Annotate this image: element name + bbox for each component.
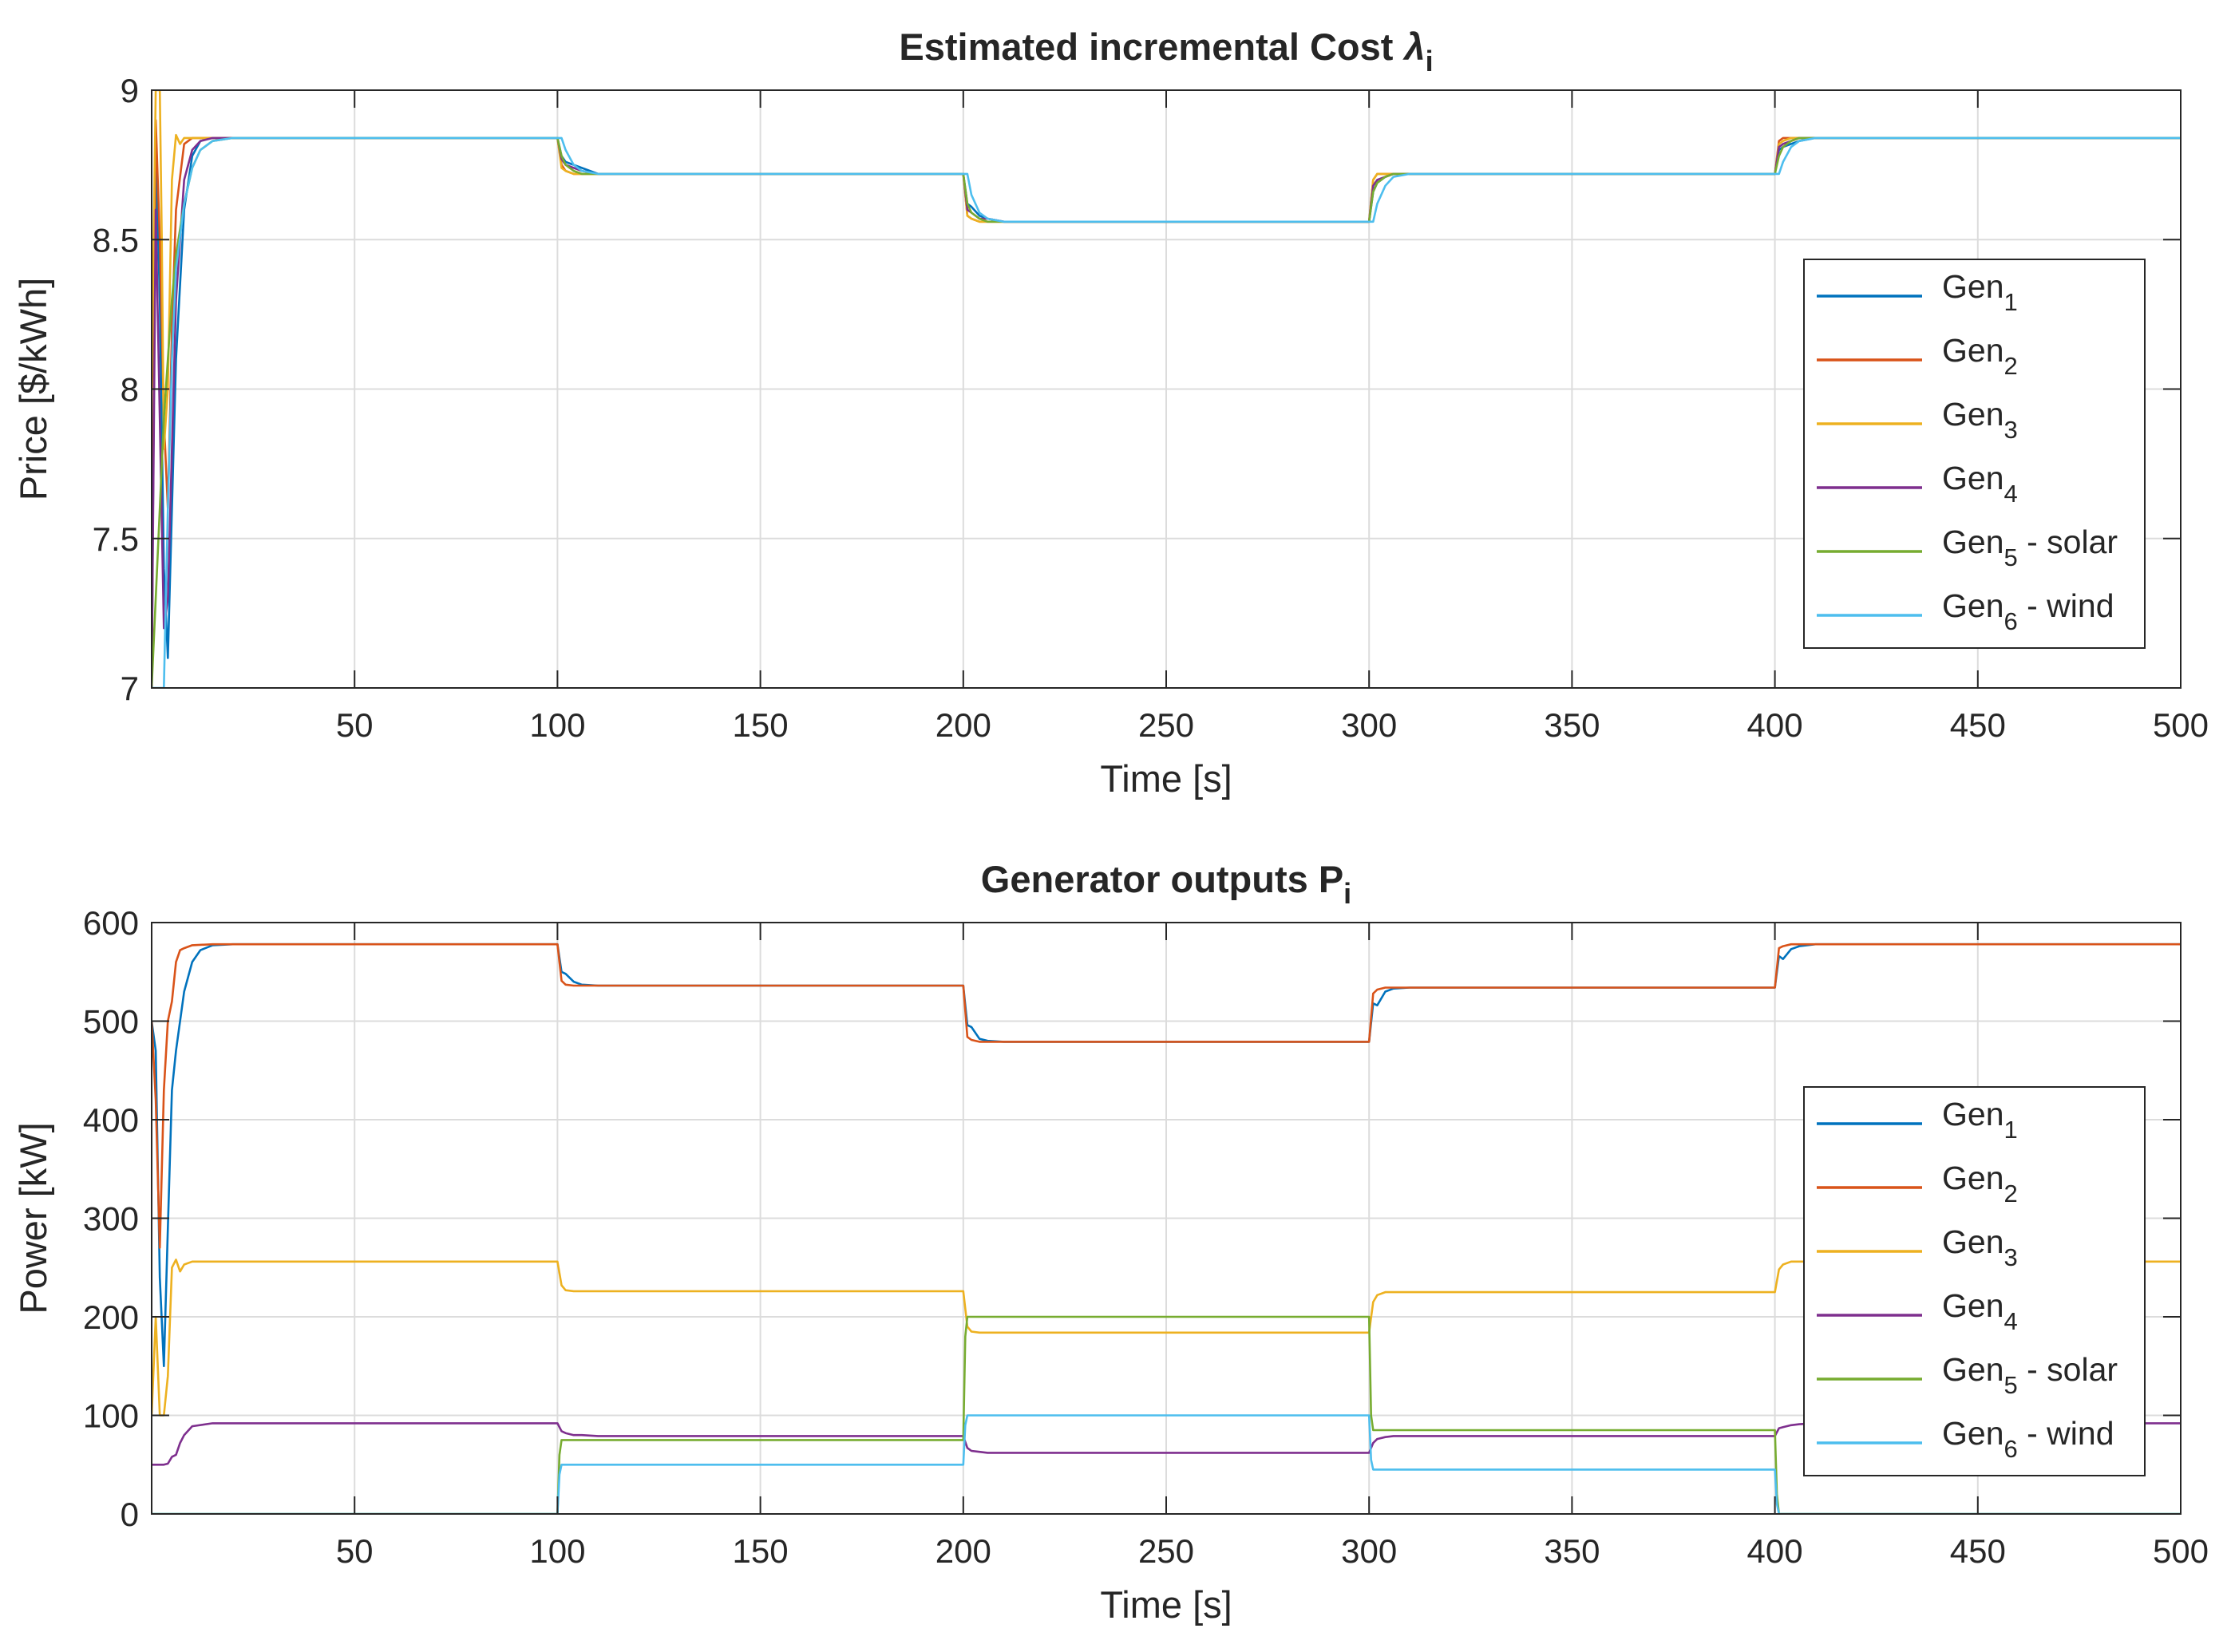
price-x-axis-label: Time [s] bbox=[1100, 757, 1232, 800]
legend-subscript: 3 bbox=[2004, 416, 2018, 444]
legend-name: Gen bbox=[1942, 1096, 2004, 1132]
price-legend-label-gen2: Gen2 bbox=[1942, 332, 2018, 380]
legend-name: Gen bbox=[1942, 1160, 2004, 1196]
legend-name: Gen bbox=[1942, 1351, 2004, 1388]
power-series-line-gen3 bbox=[152, 1259, 2181, 1417]
price-x-tick-label: 100 bbox=[529, 706, 585, 744]
power-y-tick-label: 600 bbox=[83, 904, 139, 942]
legend-name: Gen bbox=[1942, 1223, 2004, 1260]
legend-name: Gen bbox=[1942, 460, 2004, 496]
power-x-tick-label: 400 bbox=[1747, 1532, 1803, 1570]
price-x-tick-label: 350 bbox=[1544, 706, 1600, 744]
power-x-tick-label: 150 bbox=[733, 1532, 789, 1570]
power-y-tick-label: 200 bbox=[83, 1298, 139, 1336]
legend-name: Gen bbox=[1942, 332, 2004, 369]
power-y-tick-label: 0 bbox=[121, 1496, 139, 1533]
power-legend-label-gen2: Gen2 bbox=[1942, 1160, 2018, 1207]
legend-suffix: - solar bbox=[2018, 524, 2118, 560]
legend-suffix: - wind bbox=[2018, 1415, 2114, 1452]
price-x-tick-label: 300 bbox=[1341, 706, 1397, 744]
legend-subscript: 5 bbox=[2004, 543, 2018, 571]
legend-name: Gen bbox=[1942, 1287, 2004, 1324]
power-legend-label-gen1: Gen1 bbox=[1942, 1096, 2018, 1144]
power-legend-label-gen6: Gen6 - wind bbox=[1942, 1415, 2114, 1463]
legend-name: Gen bbox=[1942, 587, 2004, 624]
price-chart-title: Estimated incremental Cost λi bbox=[899, 26, 1433, 77]
price-chart: 50 100 150 200 250 300 350 400 450 500 7 7.5 8 8.5 9 Ti… bbox=[12, 26, 2209, 800]
price-legend-label-gen4: Gen4 bbox=[1942, 460, 2018, 508]
price-title-symbol: λ bbox=[1402, 26, 1425, 68]
power-y-tick-label: 100 bbox=[83, 1397, 139, 1435]
legend-subscript: 6 bbox=[2004, 1435, 2018, 1463]
legend-name: Gen bbox=[1942, 524, 2004, 560]
price-series-line-gen6 bbox=[152, 136, 2181, 688]
power-y-axis-label: Power [kW] bbox=[12, 1122, 54, 1314]
power-chart: 50 100 150 200 250 300 350 400 450 500 0 100 200 300 4… bbox=[12, 858, 2209, 1626]
power-legend-box bbox=[1803, 1086, 2146, 1476]
price-x-tick-label: 150 bbox=[733, 706, 789, 744]
power-title-text: Generator outputs P bbox=[981, 858, 1343, 900]
power-x-tick-label: 250 bbox=[1138, 1532, 1194, 1570]
price-y-tick-label: 7 bbox=[121, 670, 139, 707]
legend-subscript: 2 bbox=[2004, 352, 2018, 380]
power-chart-title: Generator outputs Pi bbox=[981, 858, 1351, 910]
power-x-tick-label: 300 bbox=[1341, 1532, 1397, 1570]
power-series-line-gen4 bbox=[152, 1422, 2181, 1466]
price-legend-label-gen3: Gen3 bbox=[1942, 396, 2018, 444]
price-legend-label-gen5: Gen5 - solar bbox=[1942, 524, 2118, 571]
legend-subscript: 4 bbox=[2004, 1307, 2018, 1335]
power-legend-label-gen5: Gen5 - solar bbox=[1942, 1351, 2118, 1399]
power-series-line-gen5 bbox=[152, 1315, 2181, 1514]
power-y-tick-label: 500 bbox=[83, 1003, 139, 1041]
legend-subscript: 1 bbox=[2004, 1116, 2018, 1144]
price-x-tick-label: 200 bbox=[936, 706, 991, 744]
power-legend-label-gen3: Gen3 bbox=[1942, 1223, 2018, 1271]
power-series-line-gen2 bbox=[152, 943, 2181, 1249]
power-x-tick-label: 100 bbox=[529, 1532, 585, 1570]
legend-subscript: 4 bbox=[2004, 480, 2018, 508]
price-y-tick-label: 7.5 bbox=[93, 520, 139, 558]
price-title-subscript: i bbox=[1426, 45, 1434, 77]
price-series-group bbox=[152, 90, 2181, 688]
legend-subscript: 2 bbox=[2004, 1180, 2018, 1207]
price-legend-label-gen1: Gen1 bbox=[1942, 268, 2018, 316]
legend-subscript: 3 bbox=[2004, 1243, 2018, 1271]
power-title-subscript: i bbox=[1343, 877, 1351, 910]
price-x-tick-label: 500 bbox=[2153, 706, 2209, 744]
power-y-tick-label: 400 bbox=[83, 1101, 139, 1139]
power-x-tick-label: 350 bbox=[1544, 1532, 1600, 1570]
legend-name: Gen bbox=[1942, 396, 2004, 433]
power-series-line-gen6 bbox=[152, 1414, 2181, 1514]
price-title-text: Estimated incremental Cost bbox=[899, 26, 1393, 68]
price-x-tick-label: 450 bbox=[1950, 706, 2006, 744]
legend-name: Gen bbox=[1942, 268, 2004, 305]
power-y-tick-label: 300 bbox=[83, 1200, 139, 1238]
legend-subscript: 5 bbox=[2004, 1371, 2018, 1399]
power-x-tick-label: 500 bbox=[2153, 1532, 2209, 1570]
price-y-tick-label: 8 bbox=[121, 371, 139, 409]
legend-name: Gen bbox=[1942, 1415, 2004, 1452]
price-legend-label-gen6: Gen6 - wind bbox=[1942, 587, 2114, 635]
price-y-tick-label: 8.5 bbox=[93, 221, 139, 259]
legend-suffix: - wind bbox=[2018, 587, 2114, 624]
power-legend-label-gen4: Gen4 bbox=[1942, 1287, 2018, 1335]
legend-subscript: 1 bbox=[2004, 288, 2018, 316]
legend-suffix: - solar bbox=[2018, 1351, 2118, 1388]
power-series-group bbox=[152, 943, 2181, 1514]
power-x-axis-label: Time [s] bbox=[1100, 1583, 1232, 1626]
price-x-tick-label: 400 bbox=[1747, 706, 1803, 744]
price-y-axis-label: Price [$/kWh] bbox=[12, 278, 54, 500]
price-x-tick-label: 250 bbox=[1138, 706, 1194, 744]
legend-subscript: 6 bbox=[2004, 607, 2018, 635]
power-x-tick-label: 50 bbox=[336, 1532, 374, 1570]
price-y-tick-label: 9 bbox=[121, 72, 139, 109]
power-x-tick-label: 450 bbox=[1950, 1532, 2006, 1570]
price-legend-box bbox=[1803, 259, 2146, 649]
price-x-tick-label: 50 bbox=[336, 706, 374, 744]
power-x-tick-label: 200 bbox=[936, 1532, 991, 1570]
